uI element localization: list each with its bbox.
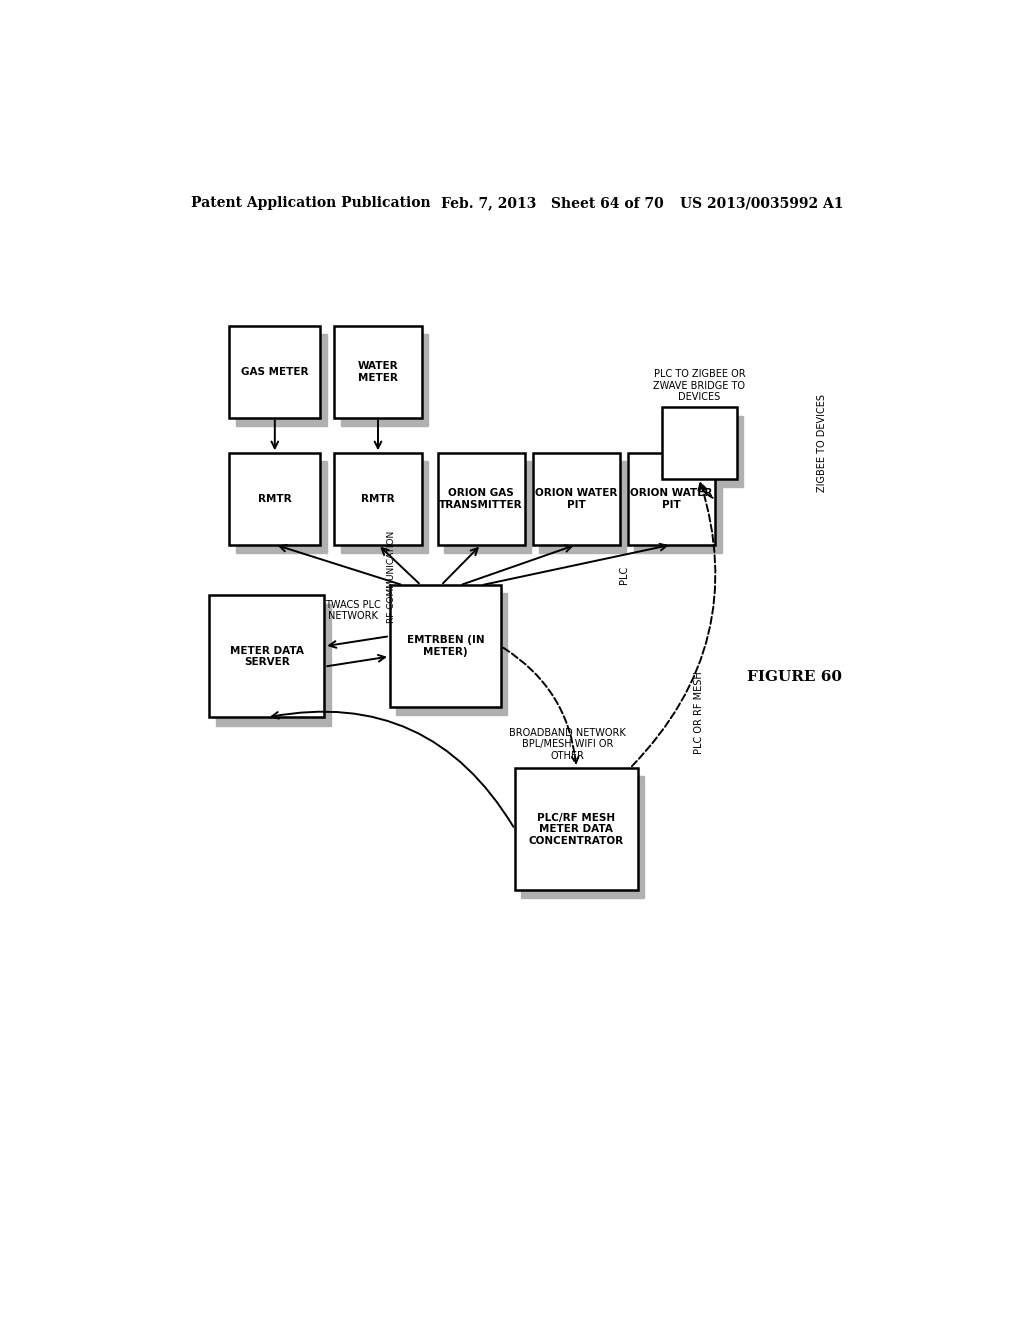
Bar (515, 768, 638, 890)
Text: RMTR: RMTR (258, 494, 292, 504)
Text: Feb. 7, 2013   Sheet 64 of 70: Feb. 7, 2013 Sheet 64 of 70 (441, 197, 665, 210)
Bar (236, 461, 327, 553)
Bar (396, 594, 507, 715)
Bar (341, 461, 428, 553)
Text: TWACS PLC
NETWORK: TWACS PLC NETWORK (326, 599, 381, 622)
Bar (539, 461, 627, 553)
Bar (229, 326, 321, 417)
Bar (532, 453, 620, 545)
Text: GAS METER: GAS METER (241, 367, 308, 376)
Bar (216, 603, 331, 726)
Text: PLC/RF MESH
METER DATA
CONCENTRATOR: PLC/RF MESH METER DATA CONCENTRATOR (528, 813, 624, 846)
Text: PLC: PLC (618, 566, 629, 585)
Bar (521, 776, 644, 899)
Bar (236, 334, 327, 426)
Bar (634, 461, 722, 553)
Bar (628, 453, 716, 545)
Text: EMTRBEN (IN
METER): EMTRBEN (IN METER) (407, 635, 484, 657)
Bar (668, 416, 743, 487)
Text: RF COMMUNICATION: RF COMMUNICATION (387, 531, 396, 623)
Text: PLC TO ZIGBEE OR
ZWAVE BRIDGE TO
DEVICES: PLC TO ZIGBEE OR ZWAVE BRIDGE TO DEVICES (653, 370, 745, 403)
Text: ORION WATER
PIT: ORION WATER PIT (536, 488, 617, 510)
Text: PLC OR RF MESH: PLC OR RF MESH (694, 671, 705, 754)
Text: ORION WATER
PIT: ORION WATER PIT (631, 488, 713, 510)
Text: BROADBAND NETWORK
BPL/MESH WIFI OR
OTHER: BROADBAND NETWORK BPL/MESH WIFI OR OTHER (509, 727, 626, 760)
Bar (437, 453, 524, 545)
Bar (209, 595, 325, 718)
Text: Patent Application Publication: Patent Application Publication (191, 197, 431, 210)
Text: ORION GAS
TRANSMITTER: ORION GAS TRANSMITTER (439, 488, 523, 510)
Text: FIGURE 60: FIGURE 60 (748, 669, 842, 684)
Text: ZIGBEE TO DEVICES: ZIGBEE TO DEVICES (817, 393, 827, 492)
Text: WATER
METER: WATER METER (357, 362, 398, 383)
Bar (229, 453, 321, 545)
Bar (341, 334, 428, 426)
Bar (334, 326, 422, 417)
Text: RMTR: RMTR (361, 494, 395, 504)
Bar (390, 585, 501, 708)
Text: US 2013/0035992 A1: US 2013/0035992 A1 (680, 197, 843, 210)
Bar (334, 453, 422, 545)
Bar (443, 461, 531, 553)
Bar (662, 408, 737, 479)
Text: METER DATA
SERVER: METER DATA SERVER (230, 645, 304, 667)
